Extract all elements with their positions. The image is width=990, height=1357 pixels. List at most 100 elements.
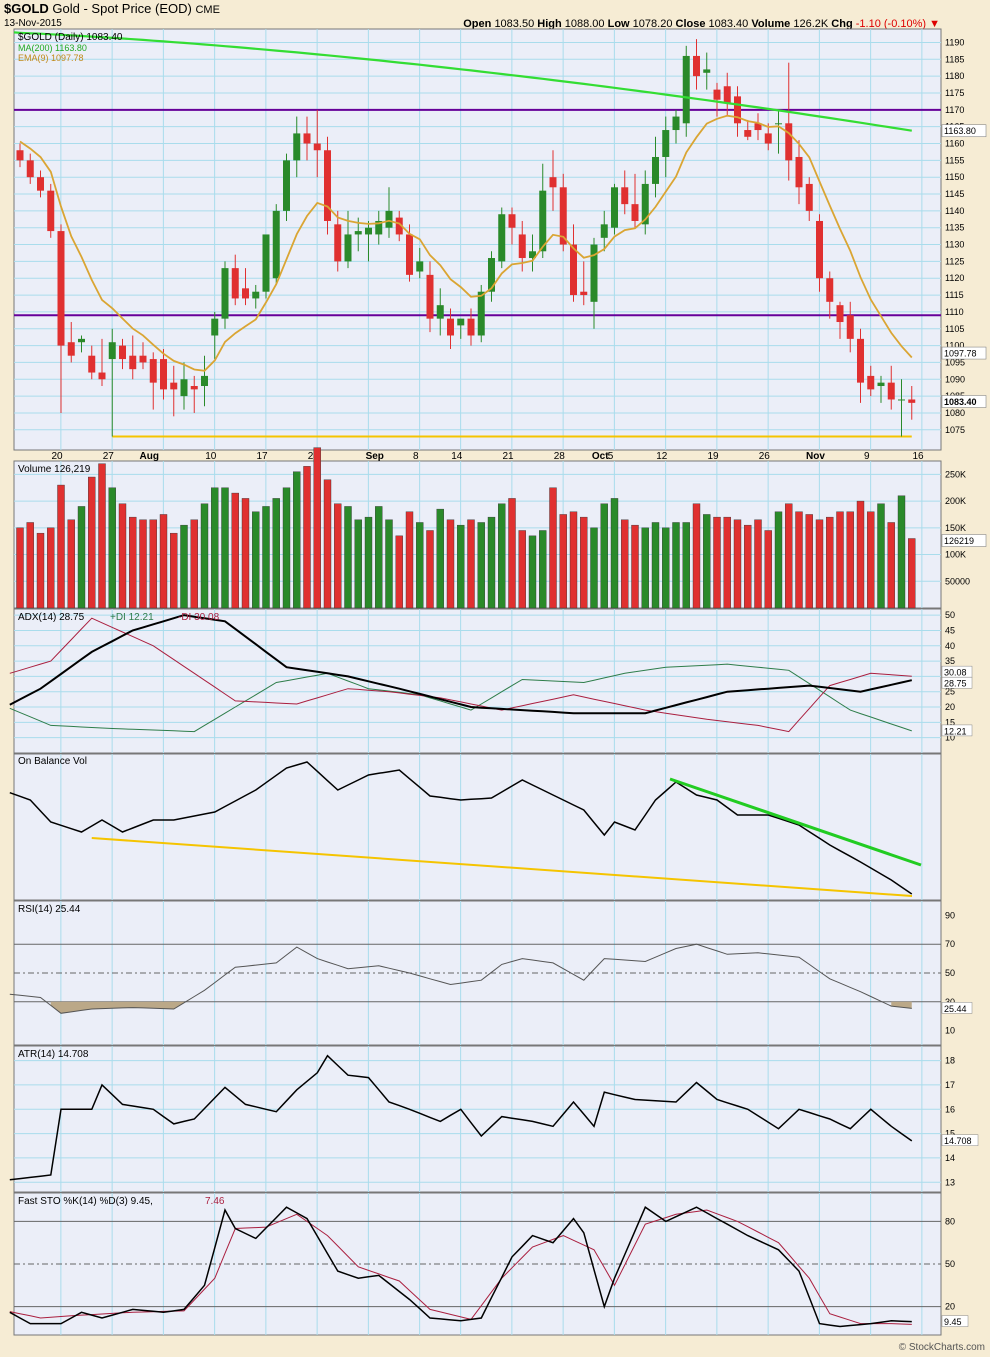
obv-yellow-trendline <box>91 837 913 897</box>
sto-y-tick-label: 50 <box>945 1259 955 1269</box>
sto-last-label: 9.45 <box>944 1317 962 1327</box>
obv-green-trendline <box>669 777 922 867</box>
volume-bar <box>170 532 178 609</box>
x-tick-label: 9 <box>864 451 870 462</box>
candle-body <box>836 305 844 323</box>
header-date: 13-Nov-2015 <box>4 18 62 29</box>
volume-bar <box>241 498 250 609</box>
candle-body <box>498 214 506 262</box>
ma200-legend: MA(200) 1163.80 <box>18 43 87 53</box>
candle-body <box>580 291 588 296</box>
price-y-tick-label: 1110 <box>945 307 964 317</box>
plus-di-line <box>9 663 912 733</box>
candle-body <box>600 224 608 238</box>
volume-bar <box>856 500 865 609</box>
ema9-line <box>19 114 913 372</box>
candle-body <box>303 133 311 144</box>
volume-bar <box>129 516 137 609</box>
price-y-tick-label: 1170 <box>945 105 964 115</box>
candle-body <box>816 220 823 279</box>
volume-bar <box>180 524 188 609</box>
candle-body <box>652 156 659 184</box>
volume-bar <box>590 527 598 609</box>
volume-last-box <box>941 534 987 547</box>
volume-bar <box>159 514 168 609</box>
volume-bar <box>16 527 24 609</box>
header-ohlc: Open 1083.50 High 1088.00 Low 1078.20 Cl… <box>463 18 940 30</box>
volume-bar <box>364 516 373 609</box>
adx-line <box>9 614 913 715</box>
atr-line <box>9 1054 913 1181</box>
candle-body <box>293 133 301 161</box>
atr-y-tick-label: 13 <box>945 1177 955 1187</box>
candle-body <box>313 143 321 151</box>
x-tick-label: 5 <box>608 451 614 462</box>
rsi-last-box <box>941 1002 973 1014</box>
x-tick-label: 8 <box>413 451 419 462</box>
volume-bar <box>446 519 455 609</box>
candle-body <box>887 382 895 400</box>
volume-bar <box>897 495 906 609</box>
candle-body <box>67 342 75 356</box>
volume-bar <box>426 530 434 609</box>
chg-value: -1.10 (-0.10%) <box>855 18 927 30</box>
open-label: Open <box>463 18 492 30</box>
price-y-tick-label: 1185 <box>945 54 964 64</box>
adx-y-tick-label: 15 <box>945 717 955 727</box>
rsi-y-tick-label: 50 <box>945 968 955 978</box>
volume-bar <box>498 503 506 609</box>
adx-last-label: 30.08 <box>944 668 967 678</box>
volume-bar <box>662 527 670 609</box>
volume-bar <box>703 514 711 609</box>
volume-bar <box>57 484 65 609</box>
volume-bar <box>569 511 578 609</box>
volume-bar <box>549 487 557 609</box>
candle-body <box>467 318 475 336</box>
candle-body <box>426 274 434 319</box>
adx-y-tick-label: 25 <box>945 687 955 697</box>
volume-bar <box>354 519 362 609</box>
high-label: High <box>537 18 562 30</box>
candle-body <box>754 123 762 131</box>
volume-bar <box>385 519 393 609</box>
volume-bar <box>733 519 742 609</box>
volume-bar <box>477 522 485 609</box>
candle-body <box>518 234 526 259</box>
volume-bar <box>200 503 209 609</box>
candle-body <box>190 386 198 390</box>
candle-body <box>641 183 649 225</box>
adx-panel-bg <box>13 608 942 754</box>
adx-y-tick-label: 10 <box>945 733 955 743</box>
volume-bar <box>190 519 198 609</box>
volume-bar <box>108 487 116 609</box>
price-y-tick-label: 1105 <box>945 324 964 334</box>
candle-body <box>477 291 485 336</box>
x-tick-label: 26 <box>759 451 771 462</box>
volume-bar <box>651 522 660 609</box>
volume-bar <box>621 519 629 609</box>
candle-body <box>354 231 362 235</box>
candle-body <box>395 217 403 235</box>
candle-body <box>734 96 741 124</box>
price-y-tick-label: 1075 <box>945 425 965 435</box>
atr-y-tick-label: 15 <box>945 1129 955 1139</box>
watermark: © StockCharts.com <box>898 1342 985 1353</box>
volume-bar <box>908 538 916 609</box>
x-tick-label: 20 <box>51 451 63 462</box>
volume-bar <box>580 516 588 609</box>
price-y-tick-label: 1190 <box>945 37 964 47</box>
volume-bar <box>436 508 444 609</box>
candle-body <box>693 55 700 77</box>
price-last-box <box>941 124 987 138</box>
atr-y-tick-label: 16 <box>945 1104 955 1114</box>
atr-label: ATR(14) 14.708 <box>18 1049 89 1060</box>
volume-bar <box>826 516 834 609</box>
volume-last-label: 126219 <box>944 536 974 546</box>
sto-d-value: 7.46 <box>205 1196 225 1207</box>
rsi-y-tick-label: 90 <box>945 910 955 920</box>
atr-panel-bg <box>13 1045 942 1193</box>
volume-bar <box>764 530 772 609</box>
x-tick-label: 14 <box>451 451 463 462</box>
candle-body <box>129 355 137 370</box>
candle-body <box>672 116 680 131</box>
